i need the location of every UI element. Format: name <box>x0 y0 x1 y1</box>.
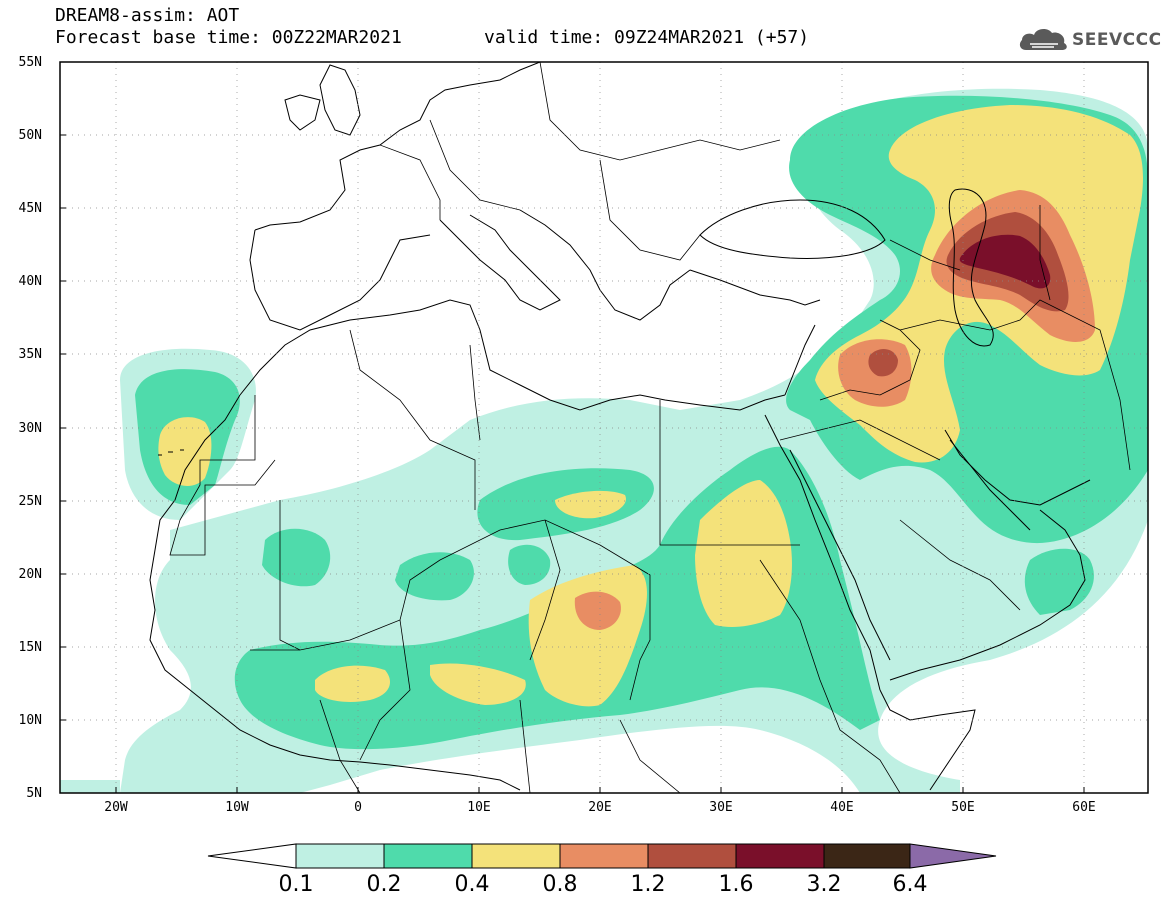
lat-label-30n: 30N <box>18 421 42 436</box>
colorbar-box-3 <box>559 843 649 869</box>
colorbar-box-4 <box>647 843 737 869</box>
lat-label-45n: 45N <box>18 201 42 216</box>
lat-label-15n: 15N <box>18 640 42 655</box>
lon-label-50e: 50E <box>951 800 975 815</box>
lon-label-10w: 10W <box>225 800 249 815</box>
lat-label-35n: 35N <box>18 347 42 362</box>
lat-label-50n: 50N <box>18 128 42 143</box>
colorbar-label-6.4: 6.4 <box>892 872 928 897</box>
colorbar-low-arrow <box>207 843 297 869</box>
lat-label-25n: 25N <box>18 494 42 509</box>
lon-label-30e: 30E <box>709 800 733 815</box>
valid-time: valid time: 09Z24MAR2021 (+57) <box>484 27 810 48</box>
logo-text: SEEVCCC <box>1072 30 1162 50</box>
country-borders <box>169 62 1131 793</box>
colorbar-high-arrow <box>909 843 997 869</box>
colorbar-label-0.1: 0.1 <box>278 872 314 897</box>
colorbar-box-1 <box>383 843 473 869</box>
map-title: DREAM8-assim: AOT <box>55 5 240 26</box>
lat-label-55n: 55N <box>18 55 42 70</box>
graticule <box>60 62 1148 793</box>
lat-label-10n: 10N <box>18 713 42 728</box>
colorbar-label-0.8: 0.8 <box>542 872 578 897</box>
lon-label-0: 0 <box>354 800 362 815</box>
forecast-base-time: Forecast base time: 00Z22MAR2021 <box>55 27 402 48</box>
coastlines <box>149 62 1091 791</box>
lon-label-20e: 20E <box>588 800 612 815</box>
colorbar-box-5 <box>735 843 825 869</box>
lat-label-40n: 40N <box>18 274 42 289</box>
colorbar-box-0 <box>295 843 385 869</box>
lon-label-20w: 20W <box>104 800 128 815</box>
colorbar-box-6 <box>823 843 911 869</box>
colorbar-box-2 <box>471 843 561 869</box>
colorbar-label-0.2: 0.2 <box>366 872 402 897</box>
aot-level-1.6 <box>959 234 1051 289</box>
colorbar-label-1.6: 1.6 <box>718 872 754 897</box>
tick-marks <box>60 61 1085 793</box>
colorbar-label-3.2: 3.2 <box>806 872 842 897</box>
colorbar-label-0.4: 0.4 <box>454 872 490 897</box>
lon-label-60e: 60E <box>1072 800 1096 815</box>
lat-label-20n: 20N <box>18 567 42 582</box>
colorbar <box>207 843 997 869</box>
lon-label-40e: 40E <box>830 800 854 815</box>
colorbar-label-1.2: 1.2 <box>630 872 666 897</box>
lat-label-5n: 5N <box>26 786 42 801</box>
lon-label-10e: 10E <box>467 800 491 815</box>
cloud-icon <box>1019 29 1067 50</box>
